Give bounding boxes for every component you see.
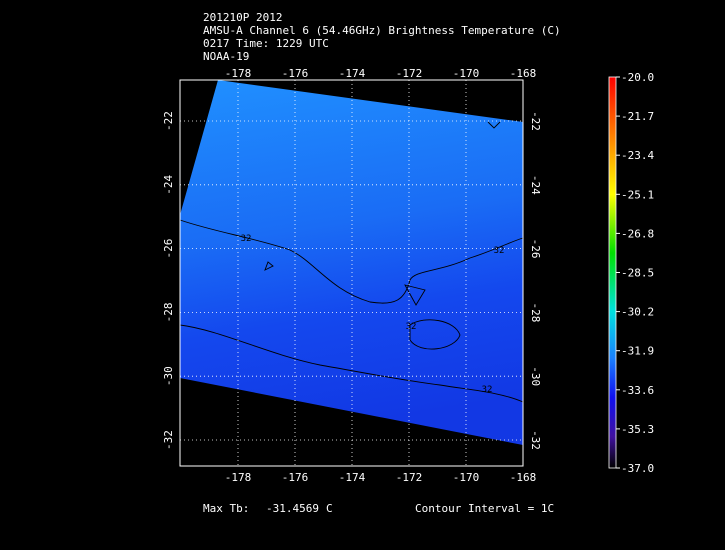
colorbar-label: -31.9 [621,345,654,358]
colorbar-label: -37.0 [621,462,654,475]
lon-label: -172 [396,471,423,484]
colorbar-label: -23.4 [621,149,654,162]
max-label: Max Tb: [203,502,249,515]
colorbar-label: -26.8 [621,227,654,240]
lat-label: -28 [162,302,175,322]
title-line: AMSU-A Channel 6 (54.46GHz) Brightness T… [203,24,561,37]
lat-label: -32 [162,430,175,450]
lon-label: -178 [225,471,252,484]
lat-label: -24 [529,175,542,195]
colorbar [608,76,617,469]
contours [179,121,524,403]
lon-label: -178 [225,67,252,80]
colorbar-label: -35.3 [621,423,654,436]
lat-label: -28 [529,302,542,322]
map-frame [179,79,524,467]
lon-label: -168 [510,67,537,80]
swath [180,80,523,445]
colorbar-label: -21.7 [621,110,654,123]
lon-label: -170 [453,67,480,80]
lat-label: -30 [529,366,542,386]
title-line: 201210P 2012 [203,11,282,24]
grid: -178 -178 -176 -176 -174 -174 -172 -172 -170 -170… [162,67,542,484]
lat-label: -30 [162,366,175,386]
colorbar-label: -30.2 [621,306,654,319]
contour-label: 32 [406,322,417,332]
colorbar-label: -20.0 [621,71,654,84]
header: 201210P 2012 AMSU-A Channel 6 (54.46GHz)… [203,11,561,63]
lon-label: -174 [339,471,366,484]
lon-label: -174 [339,67,366,80]
max-value: -31.4569 [266,502,319,515]
lon-label: -168 [510,471,537,484]
footer: Max Tb: -31.4569 C Contour Interval = 1C [203,502,554,515]
colorbar-label: -28.5 [621,267,654,280]
lat-label: -22 [529,111,542,131]
max-unit: C [326,502,333,515]
contour-label: 32 [482,385,493,395]
lon-label: -176 [282,471,309,484]
title-line: NOAA-19 [203,50,249,63]
colorbar-label: -33.6 [621,384,654,397]
lon-label: -170 [453,471,480,484]
lat-label: -22 [162,111,175,131]
contour-interval: Contour Interval = 1C [415,502,554,515]
lon-label: -176 [282,67,309,80]
contour-labels: 32 32 32 32 [241,234,505,395]
lat-label: -26 [162,239,175,259]
lon-label: -172 [396,67,423,80]
colorbar-label: -25.1 [621,188,654,201]
lat-label: -32 [529,430,542,450]
title-line: 0217 Time: 1229 UTC [203,37,329,50]
lat-label: -24 [162,174,175,194]
lat-label: -26 [529,239,542,259]
contour-label: 32 [241,234,252,244]
contour-label: 32 [494,246,505,256]
